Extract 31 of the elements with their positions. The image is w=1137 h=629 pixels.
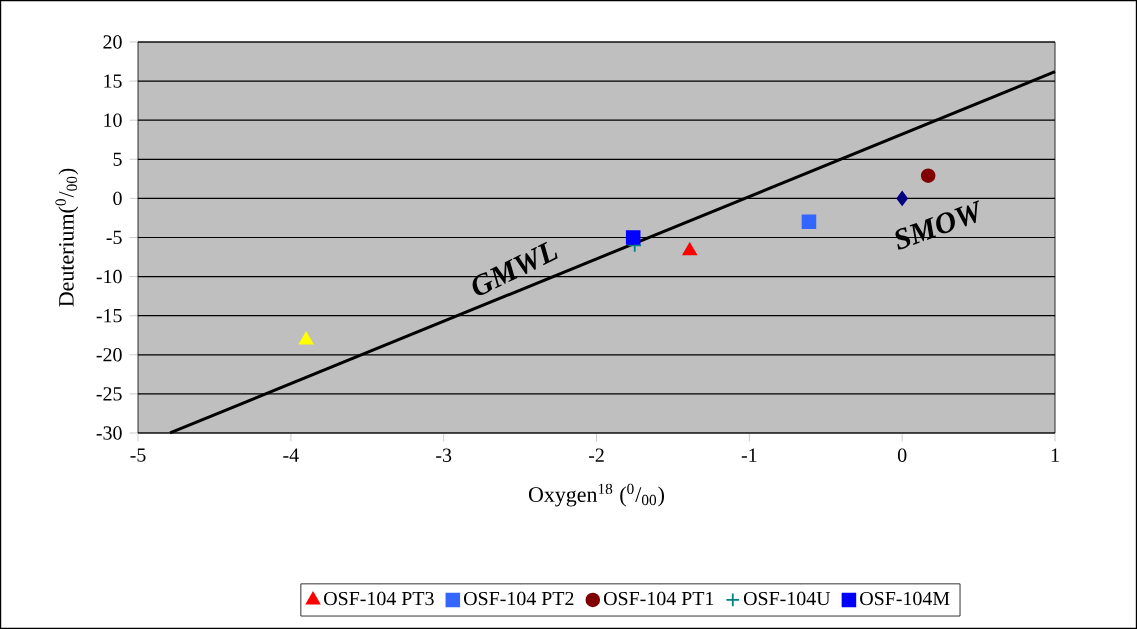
y-tick-label: -5 xyxy=(106,230,122,245)
legend-label: OSF-104 PT2 xyxy=(464,591,574,606)
y-tick-label: -20 xyxy=(96,348,122,362)
point xyxy=(625,230,641,245)
x-tick-label: 1 xyxy=(1051,448,1059,462)
x-tick-label: -3 xyxy=(436,448,452,462)
y-tick-label: 10 xyxy=(104,113,122,127)
legend-label: OSF-104M xyxy=(860,591,950,606)
x-axis-title: Oxygen$^{18}$ ($^{0}$/$_{00}$) xyxy=(528,483,665,507)
point xyxy=(801,214,817,230)
y-tick-label: -25 xyxy=(96,387,122,401)
y-tick-label: 0 xyxy=(113,191,122,206)
legend-label: OSF-104U xyxy=(743,591,831,606)
legend-label: OSF-104 PT3 xyxy=(324,591,434,606)
x-tick-label: -2 xyxy=(588,448,604,462)
x-tick-label: -1 xyxy=(741,448,757,462)
x-tick-label: -5 xyxy=(130,448,146,462)
point xyxy=(682,242,697,256)
x-tick-label: -4 xyxy=(283,448,299,462)
y-tick-label: 15 xyxy=(104,74,122,88)
annotation: SMOW xyxy=(895,200,980,250)
x-tick-label: 0 xyxy=(897,448,907,462)
legend-label: OSF-104 PT1 xyxy=(603,591,714,606)
y-tick-label: 20 xyxy=(103,35,122,49)
point xyxy=(920,168,936,183)
point xyxy=(299,331,314,345)
y-tick-label: -15 xyxy=(96,309,122,323)
y-tick-label: -30 xyxy=(96,426,122,440)
y-tick-label: 5 xyxy=(113,152,122,166)
y-tick-label: -10 xyxy=(96,269,122,284)
y-axis-title: Deuterium($^{0}$/$_{00}$) xyxy=(55,168,79,307)
